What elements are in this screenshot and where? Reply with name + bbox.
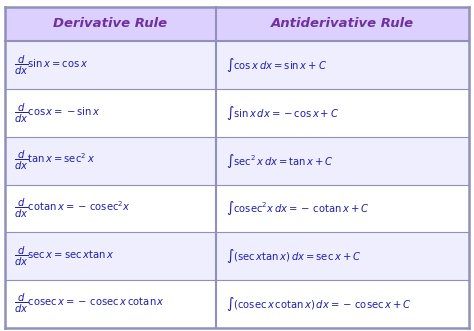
Bar [5,41,469,89]
Bar [5,89,469,137]
Text: $\int \sec^{2}x\, dx = \tan x + C$: $\int \sec^{2}x\, dx = \tan x + C$ [226,152,334,170]
Bar [216,7,469,41]
Bar [5,280,469,328]
Bar [5,7,216,41]
Text: $\dfrac{d}{dx}\cos x = -\sin x$: $\dfrac{d}{dx}\cos x = -\sin x$ [14,101,100,124]
Bar [5,232,469,280]
Text: $\dfrac{d}{dx}\sec x = \sec x\tan x$: $\dfrac{d}{dx}\sec x = \sec x\tan x$ [14,245,115,268]
Text: $\int \mathrm{cosec}^{2}x\, dx = -\,\mathrm{cotan}\, x + C$: $\int \mathrm{cosec}^{2}x\, dx = -\,\mat… [226,199,369,217]
Text: $\dfrac{d}{dx}\mathrm{cotan}\, x = -\,\mathrm{cosec}^{2}x$: $\dfrac{d}{dx}\mathrm{cotan}\, x = -\,\m… [14,197,131,220]
Text: $\dfrac{d}{dx}\tan x = \sec^{2}x$: $\dfrac{d}{dx}\tan x = \sec^{2}x$ [14,149,95,172]
Text: Derivative Rule: Derivative Rule [54,18,167,30]
Bar [5,137,469,185]
Text: $\dfrac{d}{dx}\sin x = \cos x$: $\dfrac{d}{dx}\sin x = \cos x$ [14,54,88,77]
Text: $\int \sin x\, dx = -\cos x + C$: $\int \sin x\, dx = -\cos x + C$ [226,104,339,122]
Text: $\int (\sec x\tan x)\,dx = \sec x + C$: $\int (\sec x\tan x)\,dx = \sec x + C$ [226,247,361,265]
Text: Antiderivative Rule: Antiderivative Rule [271,18,414,30]
Text: $\dfrac{d}{dx}\mathrm{cosec}\, x = -\,\mathrm{cosec}\, x\,\mathrm{cotan}\, x$: $\dfrac{d}{dx}\mathrm{cosec}\, x = -\,\m… [14,292,165,315]
Text: $\int (\mathrm{cosec}\, x\,\mathrm{cotan}\, x)\,dx = -\,\mathrm{cosec}\, x + C$: $\int (\mathrm{cosec}\, x\,\mathrm{cotan… [226,295,411,313]
Text: $\int \cos x\, dx = \sin x + C$: $\int \cos x\, dx = \sin x + C$ [226,56,327,74]
Bar [5,185,469,232]
